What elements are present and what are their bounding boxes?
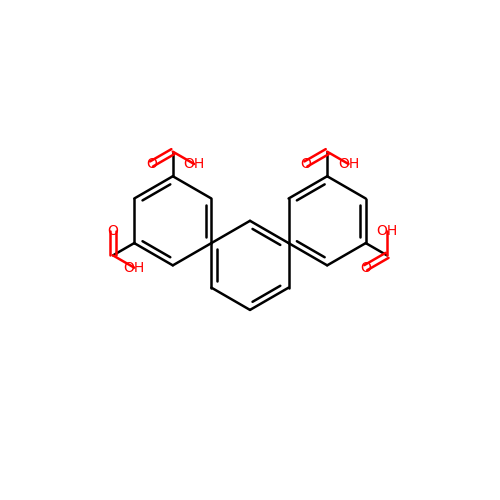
Text: O: O: [300, 157, 312, 171]
Text: OH: OH: [124, 260, 145, 274]
Text: O: O: [108, 224, 118, 238]
Text: OH: OH: [184, 157, 204, 171]
Text: O: O: [146, 157, 157, 171]
Text: O: O: [360, 260, 371, 274]
Text: OH: OH: [376, 224, 398, 238]
Text: OH: OH: [338, 157, 359, 171]
